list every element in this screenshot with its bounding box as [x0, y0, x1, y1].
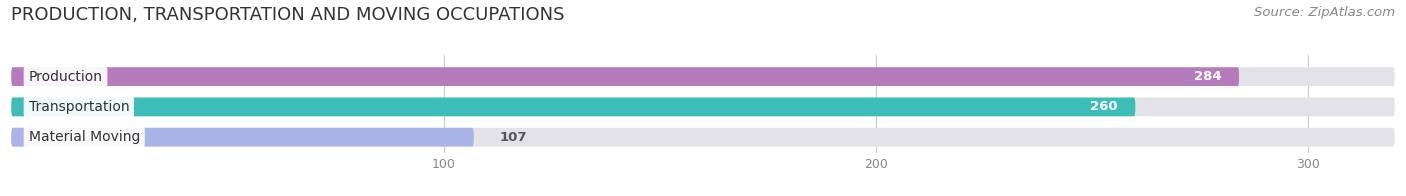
FancyBboxPatch shape — [11, 98, 1395, 116]
FancyBboxPatch shape — [11, 98, 1136, 116]
Text: 284: 284 — [1194, 70, 1222, 83]
Text: Production: Production — [28, 70, 103, 84]
FancyBboxPatch shape — [11, 128, 1395, 147]
Text: Material Moving: Material Moving — [28, 130, 141, 144]
Text: Transportation: Transportation — [28, 100, 129, 114]
Text: Source: ZipAtlas.com: Source: ZipAtlas.com — [1254, 6, 1395, 19]
Text: 260: 260 — [1091, 100, 1118, 113]
Text: PRODUCTION, TRANSPORTATION AND MOVING OCCUPATIONS: PRODUCTION, TRANSPORTATION AND MOVING OC… — [11, 6, 565, 24]
FancyBboxPatch shape — [11, 67, 1239, 86]
Text: 107: 107 — [499, 131, 527, 144]
FancyBboxPatch shape — [11, 67, 1395, 86]
FancyBboxPatch shape — [11, 128, 474, 147]
